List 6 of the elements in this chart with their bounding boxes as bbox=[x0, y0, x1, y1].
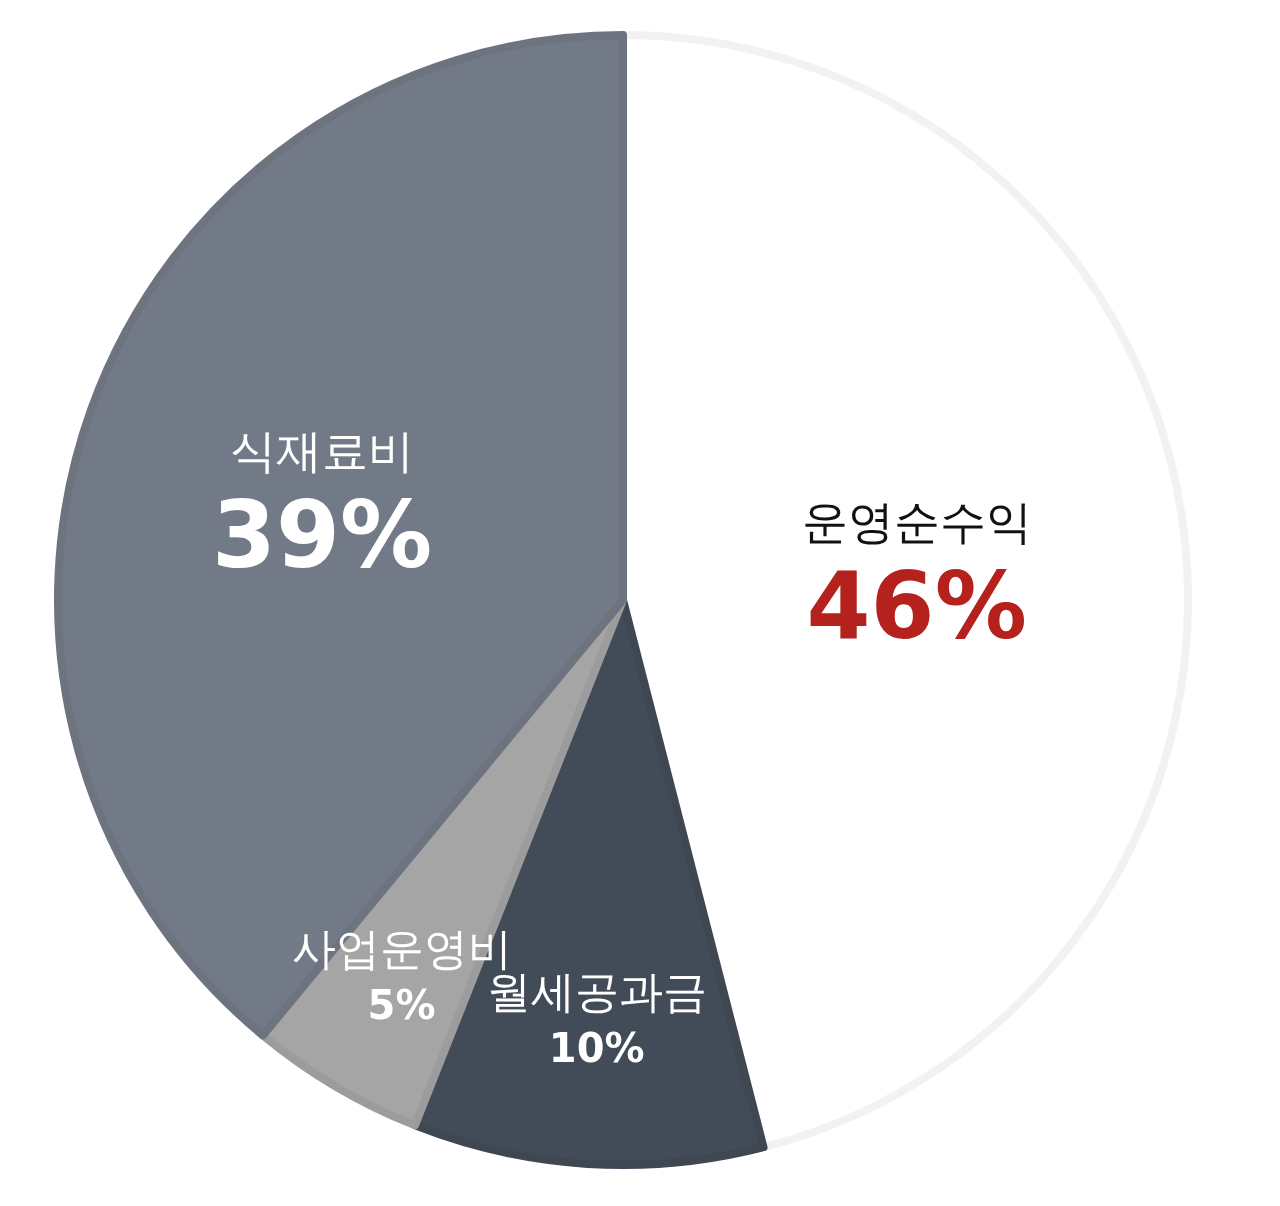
data-label: 46% bbox=[806, 552, 1027, 660]
data-label: 5% bbox=[367, 982, 436, 1029]
data-label: 10% bbox=[548, 1025, 645, 1072]
slice-label: 운영순수익 bbox=[801, 494, 1032, 549]
slice-label: 식재료비 bbox=[230, 423, 415, 478]
data-label: 39% bbox=[212, 481, 433, 589]
